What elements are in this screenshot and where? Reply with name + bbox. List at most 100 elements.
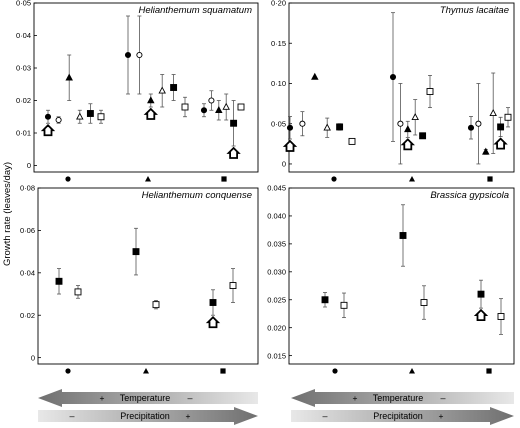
y-tick-label: 0.030 xyxy=(267,268,286,277)
data-point-square-filled xyxy=(132,248,140,256)
data-point-circle-open xyxy=(475,120,482,127)
y-tick-label: 0·06 xyxy=(20,226,35,235)
data-point-square-filled xyxy=(230,119,238,127)
plot-frame xyxy=(288,187,515,365)
data-point-square-open xyxy=(237,103,245,111)
y-tick-label: 0·15 xyxy=(271,39,286,48)
temperature-minus: – xyxy=(187,393,192,403)
data-point-circle-filled xyxy=(286,124,294,131)
x-category-circle xyxy=(65,368,71,374)
y-tick-label: 0·04 xyxy=(16,31,31,40)
data-point-triangle-open xyxy=(489,108,497,117)
data-point-circle-open xyxy=(136,51,143,59)
data-point-square-open xyxy=(181,103,189,111)
data-point-circle-open xyxy=(208,97,215,104)
data-point-square-filled xyxy=(477,290,485,298)
y-tick-label: 0.045 xyxy=(267,184,286,193)
home-icon xyxy=(282,139,298,152)
x-category-circle xyxy=(332,368,338,374)
data-point-triangle-open xyxy=(323,123,331,131)
temperature-arrow xyxy=(291,389,514,407)
temperature-arrow xyxy=(38,389,258,407)
panel-title: Helianthemum conquense xyxy=(142,190,252,201)
data-point-square-filled xyxy=(55,277,63,285)
data-point-square-filled xyxy=(86,110,94,117)
data-point-square-filled xyxy=(336,123,344,131)
y-tick-label: 0·03 xyxy=(16,64,31,73)
y-tick-label: 0.020 xyxy=(267,323,286,332)
y-tick-label: 0.040 xyxy=(267,212,286,221)
home-icon xyxy=(205,315,221,329)
data-point-triangle-filled xyxy=(404,125,412,133)
plot-frame xyxy=(288,2,515,173)
data-point-triangle-filled xyxy=(311,72,319,80)
data-point-square-filled xyxy=(321,296,329,304)
y-tick-label: 0 xyxy=(31,353,35,362)
data-point-triangle-open xyxy=(222,102,230,110)
data-point-triangle-open xyxy=(158,86,166,94)
data-point-triangle-open xyxy=(411,113,419,121)
y-tick-label: 0·01 xyxy=(16,129,31,138)
data-point-square-filled xyxy=(399,232,407,239)
x-category-triangle xyxy=(409,176,415,182)
data-point-square-filled xyxy=(170,84,178,91)
data-point-triangle-filled xyxy=(65,73,73,81)
y-tick-label: 0·02 xyxy=(20,311,35,320)
data-point-square-open xyxy=(497,313,505,320)
home-icon xyxy=(473,308,489,322)
y-tick-label: 0.015 xyxy=(267,351,286,360)
data-point-square-open xyxy=(348,137,356,145)
data-point-triangle-filled xyxy=(215,105,223,114)
y-tick-label: 0·20 xyxy=(271,0,286,8)
temperature-label: Temperature xyxy=(373,393,424,403)
precipitation-plus: + xyxy=(439,411,444,421)
data-point-circle-filled xyxy=(200,107,208,114)
home-icon xyxy=(400,138,415,151)
y-tick-label: 0·05 xyxy=(16,0,31,8)
data-point-triangle-filled xyxy=(147,96,155,104)
y-tick-label: 0.035 xyxy=(267,240,286,249)
data-point-triangle-open xyxy=(76,112,84,120)
y-tick-label: 0·08 xyxy=(20,184,35,193)
temperature-label: Temperature xyxy=(120,393,171,403)
data-point-square-open xyxy=(420,299,428,306)
temperature-plus: + xyxy=(353,393,358,403)
x-category-square xyxy=(221,176,227,182)
x-category-triangle xyxy=(143,368,149,374)
home-icon xyxy=(143,107,158,120)
home-icon xyxy=(40,123,56,137)
precipitation-label: Precipitation xyxy=(120,411,170,421)
home-icon xyxy=(493,137,508,150)
x-category-circle xyxy=(331,176,337,182)
panel-thymus-lacaitae: Thymus lacaitae 0 0·05 0·10 0·15 0·20 xyxy=(271,0,515,182)
y-tick-label: 0·02 xyxy=(16,96,31,105)
y-tick-label: 0.025 xyxy=(267,295,286,304)
plot-frame xyxy=(33,2,259,173)
data-point-circle-open xyxy=(397,120,404,127)
data-point-square-open xyxy=(74,288,82,296)
data-point-square-open xyxy=(152,301,160,309)
y-tick-label: 0 xyxy=(282,160,286,169)
precipitation-minus: – xyxy=(322,411,327,421)
data-point-circle-filled xyxy=(44,113,52,120)
data-point-circle-filled xyxy=(467,124,475,131)
panel-title: Helianthemum squamatum xyxy=(138,5,252,16)
data-point-square-filled xyxy=(209,299,217,306)
precipitation-minus: – xyxy=(69,411,74,421)
plot-frame xyxy=(37,187,259,365)
precipitation-arrow xyxy=(38,407,258,425)
precipitation-label: Precipitation xyxy=(373,411,423,421)
panel-title: Thymus lacaitae xyxy=(440,5,509,16)
gradient-arrows-left: + Temperature – – Precipitation + xyxy=(38,389,258,425)
panel-title: Brassica gypsicola xyxy=(430,190,509,201)
data-point-triangle-filled xyxy=(482,147,490,155)
data-point-circle-filled xyxy=(389,73,397,81)
temperature-minus: – xyxy=(440,393,445,403)
temperature-plus: + xyxy=(100,393,105,403)
y-tick-label: 0·05 xyxy=(271,119,286,128)
panel-helianthemum-squamatum: Helianthemum squamatum 0 0·01 0·02 0·03 0·04 0… xyxy=(16,0,259,182)
data-point-circle-open xyxy=(299,120,306,127)
precipitation-plus: + xyxy=(186,411,191,421)
data-point-circle-open xyxy=(55,116,62,124)
y-axis-label: Growth rate (leaves/day) xyxy=(2,162,13,266)
